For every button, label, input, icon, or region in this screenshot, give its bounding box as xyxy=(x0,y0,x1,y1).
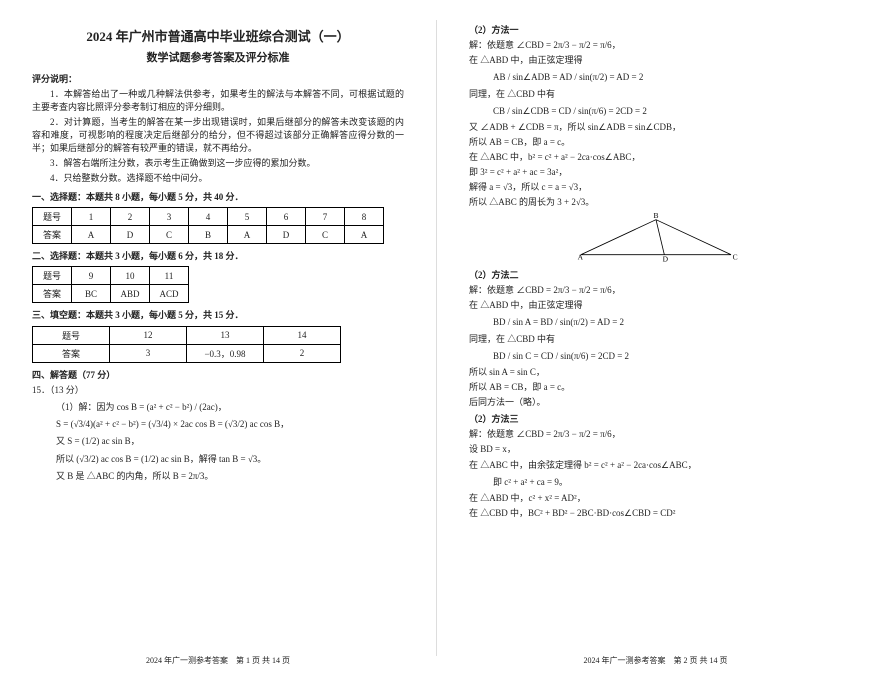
m1-p7: 即 3² = c² + a² + ac = 3a²， xyxy=(469,166,842,179)
sec2-table: 题号 9 10 11 答案 BC ABD ACD xyxy=(32,266,189,303)
m2-f1: BD / sin A = BD / sin(π/2) = AD = 2 xyxy=(493,315,842,329)
sec1-rowlabel1: 题号 xyxy=(33,208,72,226)
sec2-rowlabel1: 题号 xyxy=(33,267,72,285)
m3-p4: 即 c² + a² + ca = 9。 xyxy=(493,475,842,489)
m2-f2: BD / sin C = CD / sin(π/6) = 2CD = 2 xyxy=(493,349,842,363)
m3-p1: 解：依题意 ∠CBD = 2π/3 − π/2 = π/6， xyxy=(469,428,842,441)
q15-B: 又 B 是 △ABC 的内角，所以 B = 2π/3。 xyxy=(56,469,404,483)
q15-S: S = (√3/4)(a² + c² − b²) = (√3/4) × 2ac … xyxy=(56,417,404,431)
sec3-rowlabel2: 答案 xyxy=(33,344,110,362)
q15-1: （1）解：因为 cos B = (a² + c² − b²) / (2ac)， xyxy=(56,400,404,414)
sec1-table: 题号 1 2 3 4 5 6 7 8 答案 A D C B A D C A xyxy=(32,207,384,244)
explain-p1: 1．本解答给出了一种或几种解法供参考，如果考生的解法与本解答不同，可根据试题的主… xyxy=(32,88,404,114)
method3-heading: （2）方法三 xyxy=(469,413,842,426)
sec3-heading: 三、填空题：本题共 3 小题，每小题 5 分，共 15 分． xyxy=(32,309,404,322)
m1-p9: 所以 △ABC 的周长为 3 + 2√3。 xyxy=(469,196,842,209)
sec3-rowlabel1: 题号 xyxy=(33,326,110,344)
doc-subtitle: 数学试题参考答案及评分标准 xyxy=(32,49,404,65)
q15-label: 15．（13 分） xyxy=(32,384,404,397)
m2-p6: 后同方法一（略）。 xyxy=(469,396,842,409)
m1-p6: 在 △ABC 中，b² = c² + a² − 2ca·cos∠ABC， xyxy=(469,151,842,164)
method1-heading: （2）方法一 xyxy=(469,24,842,37)
method2-heading: （2）方法二 xyxy=(469,269,842,282)
page-2: （2）方法一 解：依题意 ∠CBD = 2π/3 − π/2 = π/6， 在 … xyxy=(437,20,874,656)
footer-page2: 2024 年广一测参考答案 第 2 页 共 14 页 xyxy=(437,655,874,666)
m2-p1: 解：依题意 ∠CBD = 2π/3 − π/2 = π/6， xyxy=(469,284,842,297)
sec4-heading: 四、解答题（77 分） xyxy=(32,369,404,382)
sec1-heading: 一、选择题：本题共 8 小题，每小题 5 分，共 40 分． xyxy=(32,191,404,204)
m3-p5: 在 △ABD 中，c² + x² = AD²， xyxy=(469,492,842,505)
triangle-figure: A B C D xyxy=(469,213,842,265)
m2-p3: 同理，在 △CBD 中有 xyxy=(469,333,842,346)
explain-p2: 2．对计算题，当考生的解答在某一步出现错误时，如果后继部分的解答未改变该题的内容… xyxy=(32,116,404,155)
m3-p2: 设 BD = x， xyxy=(469,443,842,456)
m1-p1: 解：依题意 ∠CBD = 2π/3 − π/2 = π/6， xyxy=(469,39,842,52)
svg-text:D: D xyxy=(662,255,668,264)
q15-S2: 又 S = (1/2) ac sin B， xyxy=(56,434,404,448)
m2-p5: 所以 AB = CB，即 a = c。 xyxy=(469,381,842,394)
m1-p3: 同理，在 △CBD 中有 xyxy=(469,88,842,101)
triangle-icon: A B C D xyxy=(571,213,741,263)
svg-text:B: B xyxy=(653,213,658,220)
sec1-rowlabel2: 答案 xyxy=(33,226,72,244)
m1-p2: 在 △ABD 中，由正弦定理得 xyxy=(469,54,842,67)
doc-title: 2024 年广州市普通高中毕业班综合测试（一） xyxy=(32,26,404,45)
q15-tan: 所以 (√3/2) ac cos B = (1/2) ac sin B，解得 t… xyxy=(56,452,404,466)
svg-text:C: C xyxy=(732,253,737,262)
document-sheet: 2024 年广州市普通高中毕业班综合测试（一） 数学试题参考答案及评分标准 评分… xyxy=(0,0,874,676)
m1-p4: 又 ∠ADB + ∠CDB = π，所以 sin∠ADB = sin∠CDB， xyxy=(469,121,842,134)
m1-f1: AB / sin∠ADB = AD / sin(π/2) = AD = 2 xyxy=(493,70,842,84)
m3-p6: 在 △CBD 中，BC² + BD² − 2BC·BD·cos∠CBD = CD… xyxy=(469,507,842,520)
explain-p3: 3．解答右端所注分数，表示考生正确做到这一步应得的累加分数。 xyxy=(32,157,404,170)
m1-p5: 所以 AB = CB，即 a = c。 xyxy=(469,136,842,149)
m3-p3: 在 △ABC 中，由余弦定理得 b² = c² + a² − 2ca·cos∠A… xyxy=(469,459,842,472)
m1-p8: 解得 a = √3，所以 c = a = √3， xyxy=(469,181,842,194)
sec2-heading: 二、选择题：本题共 3 小题，每小题 6 分，共 18 分． xyxy=(32,250,404,263)
m2-p4: 所以 sin A = sin C， xyxy=(469,366,842,379)
m2-p2: 在 △ABD 中，由正弦定理得 xyxy=(469,299,842,312)
sec3-table: 题号 12 13 14 答案 3 −0.3，0.98 2 xyxy=(32,326,341,363)
svg-text:A: A xyxy=(577,253,583,262)
explain-heading: 评分说明： xyxy=(32,73,404,86)
sec2-rowlabel2: 答案 xyxy=(33,285,72,303)
page-1: 2024 年广州市普通高中毕业班综合测试（一） 数学试题参考答案及评分标准 评分… xyxy=(0,20,437,656)
m1-f2: CB / sin∠CDB = CD / sin(π/6) = 2CD = 2 xyxy=(493,104,842,118)
explain-p4: 4．只给整数分数。选择题不给中间分。 xyxy=(32,172,404,185)
footer-page1: 2024 年广一测参考答案 第 1 页 共 14 页 xyxy=(0,655,436,666)
